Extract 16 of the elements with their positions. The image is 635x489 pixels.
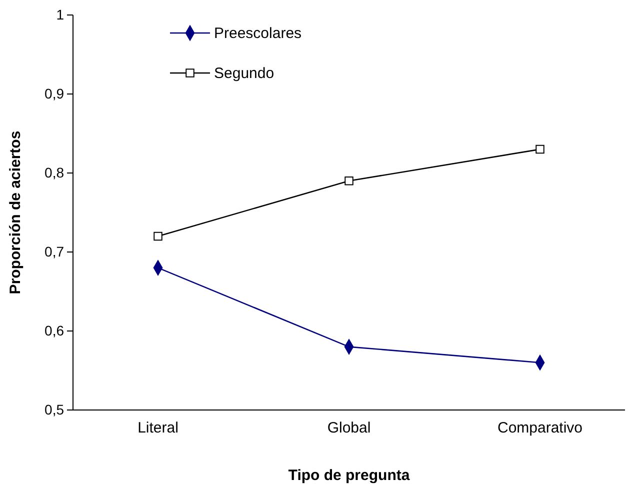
x-tick-label: Comparativo (497, 420, 583, 437)
point (154, 232, 162, 241)
y-tick-label: 0,6 (44, 322, 64, 338)
y-axis-title: Proporción de aciertos (7, 130, 24, 294)
legend-label: Preescolares (214, 25, 302, 42)
point (536, 144, 544, 154)
x-axis-title: Tipo de pregunta (288, 467, 410, 484)
x-tick-label: Global (327, 420, 371, 437)
y-tick-label: 0,7 (44, 243, 64, 260)
y-tick-label: 1 (56, 6, 64, 22)
point (344, 176, 354, 186)
y-tick-label: 0,5 (44, 401, 64, 418)
y-tick-label: 0,8 (44, 164, 64, 180)
x-tick-label: Literal (138, 420, 178, 437)
legend-label: Segundo (214, 65, 274, 82)
y-tick-label: 0,9 (44, 85, 64, 102)
